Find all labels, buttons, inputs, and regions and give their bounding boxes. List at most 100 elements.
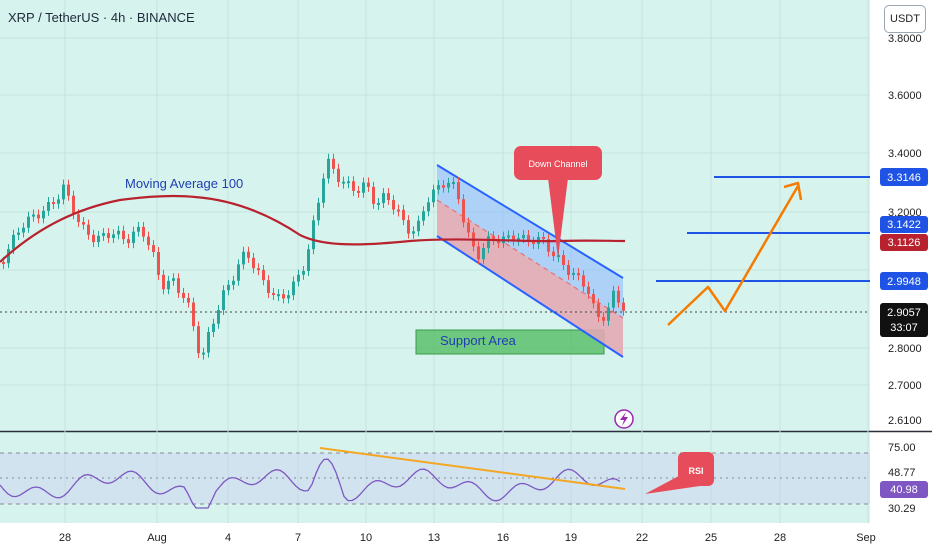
candle-body [282,294,285,299]
candle-body [92,234,95,243]
candle-body [487,236,490,249]
candle-body [617,290,620,303]
candle-body [257,268,260,271]
moving-average-label: Moving Average 100 [125,176,243,191]
candle-body [622,302,625,311]
candle-body [152,245,155,253]
price-tick: 3.8000 [888,33,922,45]
candle-body [332,158,335,169]
candle-body [132,231,135,244]
candlestick-series [2,153,625,360]
candle-body [187,297,190,303]
candle-body [227,284,230,291]
rsi-callout: RSI [645,452,714,494]
price-tick: 3.4000 [888,148,922,160]
time-tick: 28 [59,532,71,544]
price-badge: 3.1422 [887,219,921,231]
time-tick: 7 [295,532,301,544]
candle-body [582,275,585,287]
candle-body [517,238,520,241]
down-channel-label: Down Channel [528,159,587,169]
time-axis[interactable]: 28 Aug 4 7 10 13 16 19 22 25 28 Sep [59,532,876,544]
candle-body [37,214,40,219]
candle-body [2,262,5,264]
price-badge-bg [880,234,928,251]
currency-button[interactable]: USDT [884,5,926,33]
symbol-title[interactable]: XRP / TetherUS · 4h · BINANCE [8,10,195,25]
candle-body [372,186,375,204]
candle-body [157,252,160,275]
candle-body [572,272,575,275]
candle-body [232,280,235,285]
candle-body [147,236,150,246]
support-area-label: Support Area [440,333,517,348]
candle-body [422,211,425,221]
lightning-icon[interactable] [614,409,634,429]
candle-body [142,226,145,237]
support-area-zone [415,329,605,355]
price-tick: 2.7000 [888,380,922,392]
candle-body [307,249,310,271]
candle-body [447,182,450,188]
candle-body [377,203,380,206]
time-tick: 22 [636,532,648,544]
candle-body [342,181,345,184]
candle-body [267,280,270,293]
candle-body [382,193,385,204]
candle-body [177,278,180,293]
price-tick: 2.6100 [888,415,922,427]
candle-body [27,216,30,228]
candle-body [12,234,15,250]
price-tick: 2.8000 [888,343,922,355]
candle-body [592,294,595,304]
candle-body [7,249,10,264]
candle-body [407,220,410,234]
candle-body [57,199,60,204]
candle-body [87,224,90,235]
time-tick: 25 [705,532,717,544]
candle-body [32,214,35,217]
candle-body [317,202,320,221]
candle-body [477,246,480,260]
candle-body [22,227,25,233]
rsi-tick: 75.00 [888,442,916,454]
candle-body [242,251,245,265]
price-badge: 2.9948 [887,276,921,288]
candle-body [467,222,470,233]
candle-body [112,234,115,239]
price-badge-bg [880,216,928,233]
rsi-callout-label: RSI [688,466,703,476]
price-axis[interactable]: 3.8000 3.6000 3.4000 3.2000 2.8000 2.700… [880,33,928,427]
candle-body [492,236,495,241]
moving-average-line [0,194,626,263]
candle-body [532,241,535,244]
candle-body [82,222,85,225]
candle-body [117,230,120,235]
candle-body [412,231,415,234]
time-tick: 10 [360,532,372,544]
candle-body [347,181,350,184]
candle-body [387,193,390,201]
candle-body [47,202,50,211]
candle-body [397,209,400,212]
price-badge-bg [880,303,928,337]
candle-body [212,323,215,333]
candle-body [547,239,550,252]
candle-body [607,307,610,321]
rsi-tick: 30.29 [888,503,916,515]
time-tick: Aug [147,532,167,544]
candle-body [432,189,435,203]
candle-body [552,251,555,257]
candle-body [437,185,440,190]
candle-body [217,309,220,324]
candle-body [182,292,185,298]
candle-body [222,290,225,310]
price-badge: 3.3146 [887,172,921,184]
time-tick: 28 [774,532,786,544]
candle-body [292,281,295,296]
candle-body [367,182,370,187]
rsi-axis[interactable]: 75.00 48.77 30.29 40.98 [880,442,928,515]
rsi-tick: 48.77 [888,467,916,479]
